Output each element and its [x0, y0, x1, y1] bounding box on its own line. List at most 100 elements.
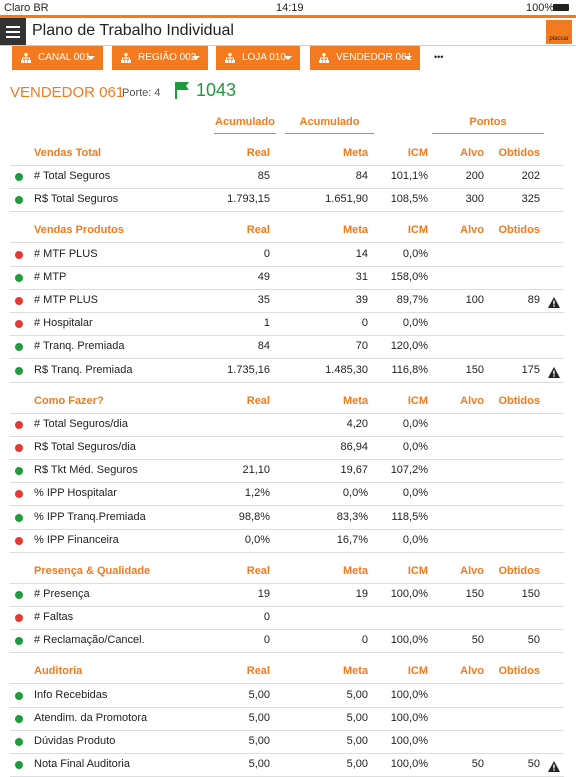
row-divider [10, 265, 564, 267]
cell-icm: 101,1% [390, 170, 428, 183]
logo[interactable]: placcar [546, 20, 572, 44]
group-header: Acumulado [299, 116, 360, 128]
cell-obtidos: 89 [527, 294, 540, 306]
column-header: Real [246, 665, 270, 678]
row-label: % IPP Tranq.Premiada [34, 510, 146, 523]
menu-button[interactable] [0, 18, 26, 45]
seller-porte: Porte: 4 [122, 87, 161, 99]
cell-meta: 84 [355, 170, 368, 183]
filter-button[interactable]: LOJA 010 [216, 46, 300, 70]
hierarchy-icon [121, 53, 131, 63]
cell-obtidos: 150 [521, 588, 540, 600]
row-divider [10, 652, 564, 654]
row-label: # MTP [34, 270, 67, 283]
row-divider [10, 528, 564, 530]
cell-real: 1,2% [244, 487, 270, 500]
cell-icm: 0,0% [402, 417, 428, 430]
row-divider [10, 435, 564, 437]
cell-icm: 0,0% [402, 487, 428, 500]
status-dot [15, 614, 23, 623]
column-header: Alvo [460, 564, 484, 577]
column-header: Meta [342, 564, 368, 577]
cell-alvo: 50 [471, 634, 484, 647]
top-bar: Plano de Trabalho Individual placcar [0, 18, 576, 46]
cell-icm: 100,0% [390, 735, 428, 747]
status-dot [15, 536, 23, 545]
filter-button[interactable]: REGIÃO 002 [112, 46, 208, 70]
row-label: Dúvidas Produto [34, 735, 116, 747]
cell-real: 19 [257, 588, 270, 600]
cell-meta: 4,20 [346, 417, 368, 430]
row-label: Info Recebidas [34, 688, 108, 701]
cell-meta: 31 [355, 270, 368, 283]
column-header: Alvo [460, 394, 484, 407]
row-label: % IPP Financeira [34, 533, 119, 546]
cell-icm: 107,2% [390, 464, 428, 477]
cell-meta: 14 [355, 247, 368, 260]
cell-meta: 70 [355, 340, 368, 353]
battery-level: 100% [526, 2, 555, 14]
column-header: Real [246, 564, 270, 577]
column-header: Obtidos [498, 665, 540, 678]
filter-button[interactable]: CANAL 001 [12, 46, 103, 70]
battery-icon [553, 4, 569, 11]
cell-alvo: 150 [465, 363, 484, 376]
section-title: Presença & Qualidade [34, 564, 151, 577]
row-label: R$ Tranq. Premiada [34, 363, 133, 376]
status-dot [15, 173, 23, 182]
row-divider [10, 312, 564, 313]
cell-icm: 89,7% [396, 294, 428, 306]
column-header: ICM [407, 147, 428, 159]
carrier: Claro BR [4, 2, 49, 14]
status-dot [15, 320, 23, 329]
cell-alvo: 100 [465, 294, 484, 306]
seller-score: 1043 [196, 80, 237, 100]
cell-meta: 5,00 [346, 688, 368, 701]
column-header: Alvo [460, 147, 484, 159]
group-header: Pontos [469, 116, 507, 128]
column-header: Alvo [460, 665, 484, 678]
row-label: % IPP Hospitalar [34, 487, 117, 500]
status-dot [15, 343, 23, 352]
cell-alvo: 50 [471, 758, 484, 771]
row-divider [10, 582, 564, 584]
hierarchy-icon [225, 53, 235, 63]
cell-real: 5,00 [248, 688, 270, 701]
cell-meta: 5,00 [346, 735, 368, 747]
row-divider [10, 482, 564, 484]
cell-meta: 5,00 [346, 758, 368, 771]
cell-icm: 100,0% [390, 588, 428, 600]
status-dot [15, 420, 23, 429]
status-dot [15, 467, 23, 476]
cell-icm: 120,0% [390, 340, 428, 353]
more-button[interactable]: ••• [434, 52, 444, 62]
column-header: Meta [342, 665, 368, 678]
cell-icm: 108,5% [390, 193, 428, 206]
row-divider [10, 551, 564, 553]
cell-obtidos: 325 [521, 193, 540, 206]
status-dot [15, 196, 23, 205]
status-dot [15, 273, 23, 282]
row-divider [10, 211, 564, 213]
cell-real: 0,0% [244, 533, 270, 546]
status-dot [15, 366, 23, 375]
cell-meta: 83,3% [336, 510, 368, 523]
row-label: # Total Seguros [34, 170, 111, 183]
row-divider [10, 505, 564, 507]
row-divider [10, 288, 564, 290]
row-label: # Faltas [34, 611, 74, 624]
row-divider [10, 335, 564, 337]
cell-real: 0 [263, 247, 270, 260]
row-divider [10, 683, 564, 685]
cell-alvo: 200 [465, 170, 484, 183]
cell-meta: 5,00 [346, 711, 368, 724]
cell-meta: 0 [361, 317, 368, 330]
cell-icm: 116,8% [391, 363, 429, 376]
cell-icm: 100,0% [390, 688, 428, 701]
status-dot [15, 637, 23, 646]
cell-real: 21,10 [242, 464, 270, 477]
cell-real: 0 [263, 634, 270, 647]
filter-button[interactable]: VENDEDOR 061 [310, 46, 420, 70]
cell-real: 49 [257, 270, 270, 283]
